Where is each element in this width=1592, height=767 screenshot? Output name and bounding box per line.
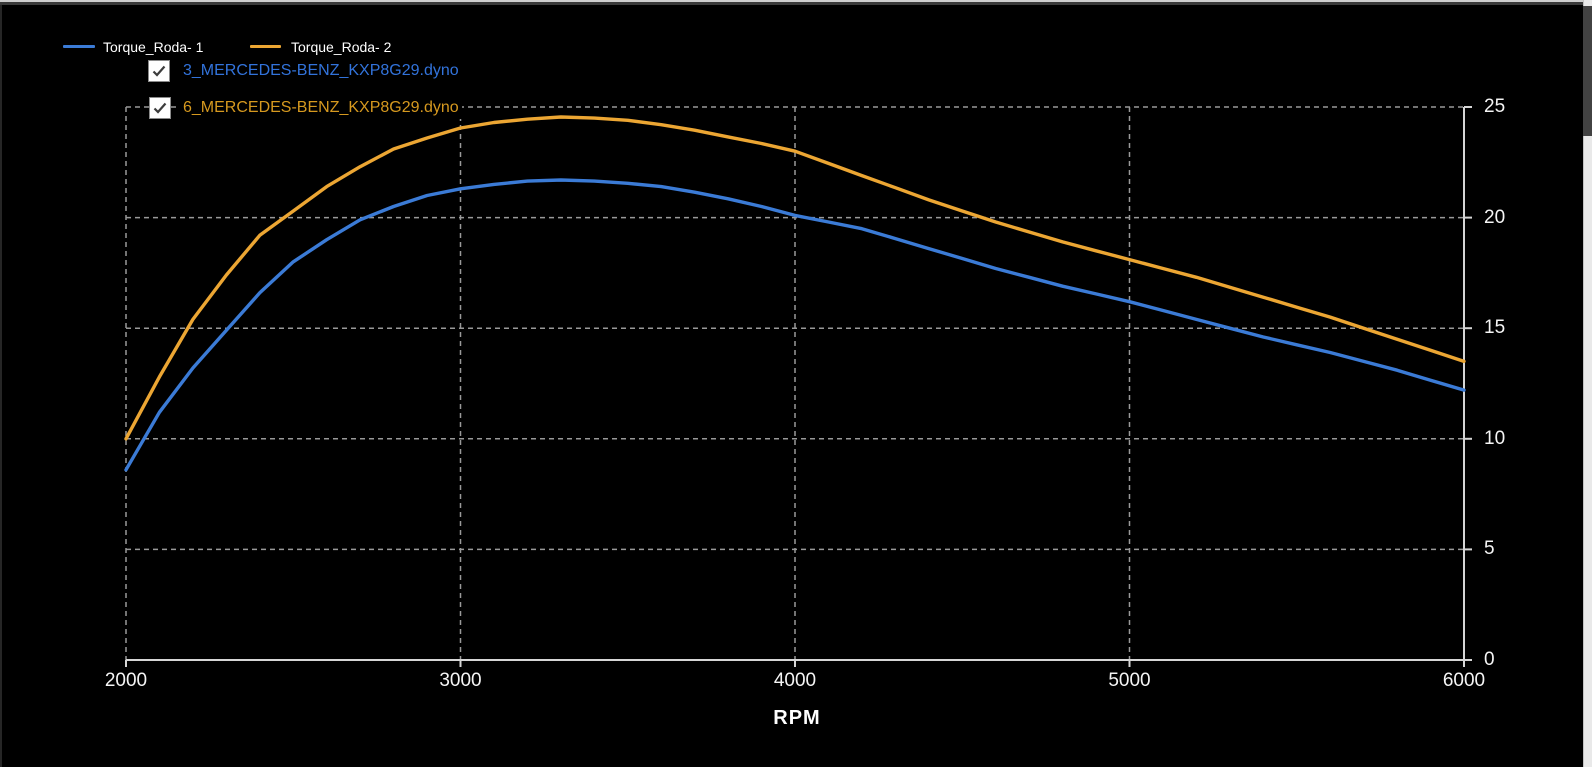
series2-legend-line-icon [250,45,281,48]
scrollbar-thumb[interactable] [1583,6,1592,136]
axes [125,106,1472,667]
torque-curves [124,115,1466,472]
window-top-border [0,2,1583,5]
x-tick-label: 3000 [439,670,482,691]
y-tick-label: 5 [1484,538,1495,560]
y-tick-label: 15 [1484,317,1506,339]
series1-legend-line-icon [63,45,95,48]
x-tick-label: 2000 [104,670,148,691]
y-tick-label: 10 [1484,427,1506,449]
file-1-label[interactable]: 3_MERCEDES-BENZ_KXP8G29.dyno [180,60,462,82]
gridlines [125,106,1464,660]
x-tick-label: 6000 [1442,670,1486,691]
window-top-edge [0,0,1592,2]
checkmark-icon [152,65,166,77]
file-2-label[interactable]: 6_MERCEDES-BENZ_KXP8G29.dyno [180,97,462,119]
window-left-border [0,5,2,767]
series2-legend-label: Torque_Roda- 2 [291,39,392,55]
x-tick-label: 5000 [1108,670,1151,691]
y-tick-label: 0 [1484,649,1495,670]
x-tick-label: 4000 [773,670,817,691]
x-axis-title: RPM [773,707,821,729]
vertical-scrollbar[interactable] [1583,0,1592,767]
y-tick-label: 25 [1484,96,1506,117]
file-1-checkbox[interactable] [148,60,170,82]
file-2-checkbox[interactable] [149,97,171,119]
series1-legend-label: Torque_Roda- 1 [103,39,204,55]
torque-curve-2 [124,115,1466,441]
y-tick-label: 20 [1484,206,1506,228]
checkmark-icon [153,102,167,114]
torque-curve-1 [124,178,1466,472]
